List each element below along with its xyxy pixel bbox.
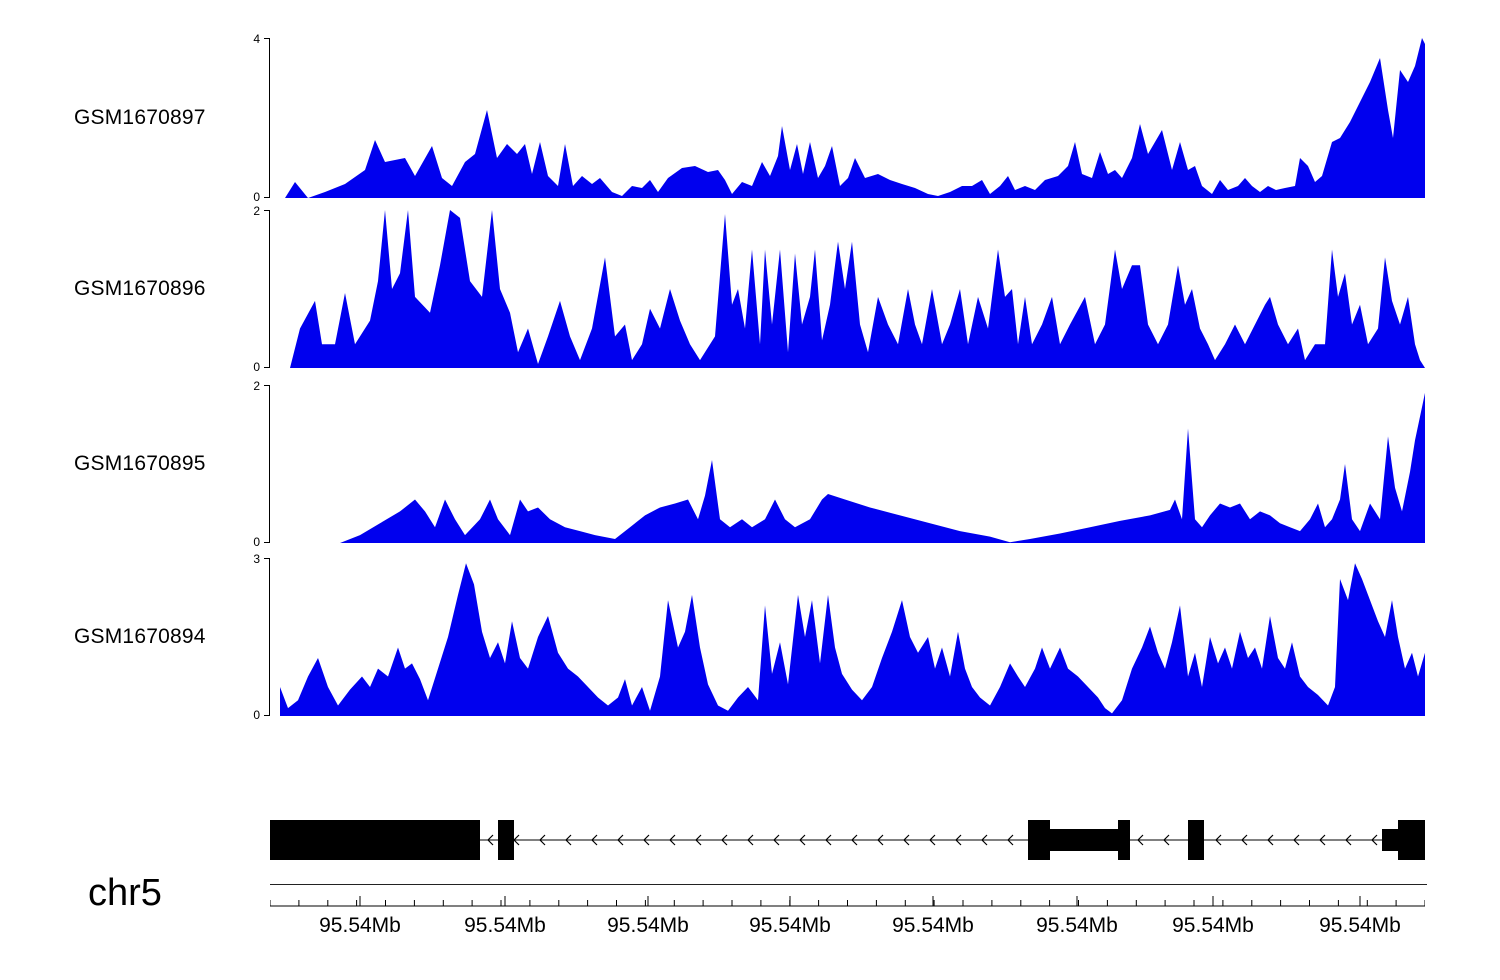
y-axis: 3 0 xyxy=(236,553,270,721)
coverage-area xyxy=(270,38,1425,198)
y-axis-line xyxy=(269,558,270,716)
y-axis-tick xyxy=(264,558,270,559)
track-label: GSM1670894 xyxy=(74,625,206,648)
track-label: GSM1670895 xyxy=(74,452,206,475)
axis-tick-label: 95.54Mb xyxy=(1036,914,1118,937)
y-axis-max-label: 2 xyxy=(253,204,260,218)
gene-model-track xyxy=(270,812,1425,868)
y-axis-tick xyxy=(264,542,270,543)
y-axis-tick xyxy=(264,715,270,716)
y-axis-tick xyxy=(264,210,270,211)
axis-tick-label: 95.54Mb xyxy=(464,914,546,937)
genome-axis-labels: 95.54Mb 95.54Mb 95.54Mb 95.54Mb 95.54Mb 95.54… xyxy=(270,914,1425,944)
y-axis-min-label: 0 xyxy=(253,535,260,549)
y-axis-tick xyxy=(264,385,270,386)
axis-tick-label: 95.54Mb xyxy=(892,914,974,937)
y-axis-line xyxy=(269,38,270,198)
axis-tick-label: 95.54Mb xyxy=(607,914,689,937)
track-label: GSM1670897 xyxy=(74,106,206,129)
axis-tick-label: 95.54Mb xyxy=(1319,914,1401,937)
track-label: GSM1670896 xyxy=(74,277,206,300)
y-axis: 4 0 xyxy=(236,33,270,203)
y-axis-line xyxy=(269,210,270,368)
y-axis-tick xyxy=(264,197,270,198)
y-axis-max-label: 3 xyxy=(253,552,260,566)
coverage-area xyxy=(270,558,1425,716)
y-axis-tick xyxy=(264,38,270,39)
y-axis: 2 0 xyxy=(236,380,270,548)
y-axis-line xyxy=(269,385,270,543)
y-axis: 2 0 xyxy=(236,205,270,373)
y-axis-max-label: 2 xyxy=(253,379,260,393)
y-axis-tick xyxy=(264,367,270,368)
axis-tick-label: 95.54Mb xyxy=(319,914,401,937)
y-axis-min-label: 0 xyxy=(253,708,260,722)
signal-track-gsm1670894: GSM1670894 3 0 xyxy=(0,553,1500,721)
axis-tick-label: 95.54Mb xyxy=(1172,914,1254,937)
axis-tick-label: 95.54Mb xyxy=(749,914,831,937)
genome-axis xyxy=(269,896,1426,912)
signal-track-gsm1670897: GSM1670897 4 0 xyxy=(0,33,1500,203)
chromosome-label: chr5 xyxy=(88,872,162,914)
y-axis-max-label: 4 xyxy=(253,32,260,46)
y-axis-min-label: 0 xyxy=(253,360,260,374)
y-axis-min-label: 0 xyxy=(253,190,260,204)
coverage-area xyxy=(270,385,1425,543)
signal-track-gsm1670895: GSM1670895 2 0 xyxy=(0,380,1500,548)
coverage-area xyxy=(270,210,1425,368)
sequence-line xyxy=(270,884,1427,885)
signal-track-gsm1670896: GSM1670896 2 0 xyxy=(0,205,1500,373)
